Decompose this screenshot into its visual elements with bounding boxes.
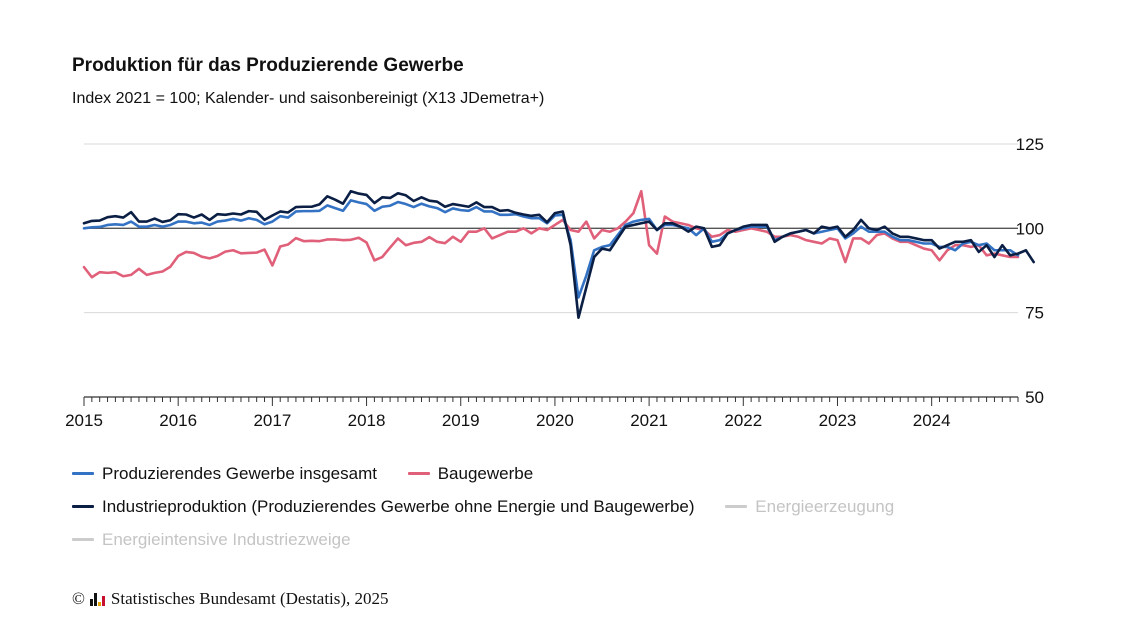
line-chart: 125 100 75 50 2015 2016 2017 2018 2019 2020 2021 20… — [65, 135, 1044, 430]
chart-legend: Produzierendes Gewerbe insgesamt Baugewe… — [72, 455, 1032, 554]
x-tick-label: 2015 — [65, 411, 103, 430]
legend-label: Baugewerbe — [437, 464, 534, 483]
x-tick-label: 2020 — [536, 411, 574, 430]
legend-swatch — [725, 505, 748, 508]
legend-label: Energieintensive Industriezweige — [102, 530, 351, 549]
source-text: Statistisches Bundesamt (Destatis), 2025 — [110, 589, 389, 608]
x-tick-label: 2018 — [348, 411, 386, 430]
chart-title: Produktion für das Produzierende Gewerbe — [72, 55, 464, 76]
x-tick-label: 2021 — [630, 411, 668, 430]
legend-label: Industrieproduktion (Produzierendes Gewe… — [102, 497, 695, 516]
copyright-symbol: © — [72, 589, 85, 608]
legend-item-industrieproduktion[interactable]: Industrieproduktion (Produzierendes Gewe… — [72, 492, 695, 521]
x-tick-label: 2016 — [159, 411, 197, 430]
x-tick-label: 2017 — [253, 411, 291, 430]
series-line — [82, 189, 1020, 279]
legend-swatch — [72, 505, 94, 508]
x-tick-label: 2022 — [724, 411, 762, 430]
legend-swatch — [72, 472, 94, 475]
legend-item-energieerzeugung[interactable]: Energieerzeugung — [725, 492, 894, 521]
x-tick-label: 2019 — [442, 411, 480, 430]
y-tick-label: 125 — [1016, 135, 1044, 154]
legend-label: Produzierendes Gewerbe insgesamt — [102, 464, 377, 483]
legend-label: Energieerzeugung — [755, 497, 895, 516]
y-tick-label: 75 — [1025, 304, 1044, 323]
series-line — [82, 189, 1035, 320]
legend-item-baugewerbe[interactable]: Baugewerbe — [407, 459, 534, 488]
legend-swatch — [72, 538, 94, 541]
chart-subtitle: Index 2021 = 100; Kalender- und saisonbe… — [72, 90, 545, 107]
x-tick-label: 2024 — [913, 411, 951, 430]
legend-item-produzierendes-gewerbe[interactable]: Produzierendes Gewerbe insgesamt — [72, 459, 377, 488]
x-tick-label: 2023 — [819, 411, 857, 430]
destatis-logo-icon — [89, 592, 106, 606]
y-tick-label: 50 — [1025, 388, 1044, 407]
source-footer: © Statistisches Bundesamt (Destatis), 20… — [72, 589, 389, 609]
legend-swatch — [407, 472, 430, 475]
y-tick-label: 100 — [1016, 219, 1044, 238]
legend-item-energieintensive-industriezweige[interactable]: Energieintensive Industriezweige — [72, 525, 351, 554]
